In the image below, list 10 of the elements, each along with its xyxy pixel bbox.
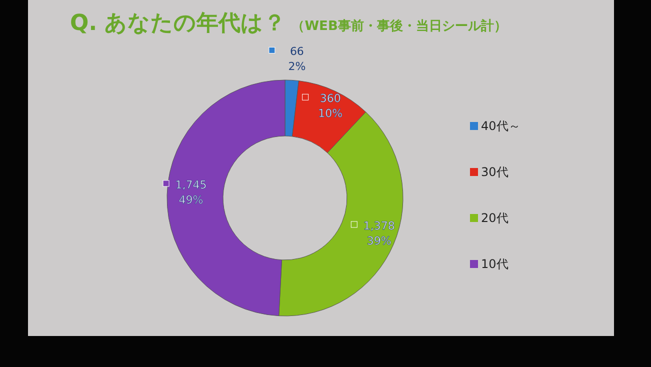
legend-label: 40代～ (481, 119, 520, 133)
legend-label: 30代 (481, 165, 508, 179)
legend-label: 20代 (481, 211, 508, 225)
chart-title: Q. あなたの年代は？ (70, 11, 286, 36)
data-label: 66 2% (288, 45, 306, 74)
chart-subtitle: （WEB事前・事後・当日シール計） (292, 18, 507, 34)
data-label: 1,378 39% (363, 219, 395, 248)
data-label: 360 10% (318, 92, 343, 120)
legend-label: 10代 (481, 257, 508, 271)
data-label: 1,745 49% (175, 178, 207, 206)
